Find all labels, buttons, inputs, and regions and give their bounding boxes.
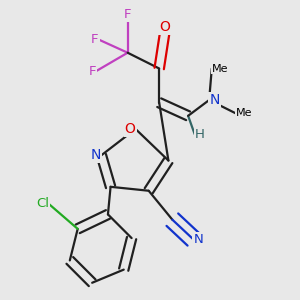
Text: F: F — [124, 8, 131, 21]
Text: F: F — [88, 64, 96, 78]
Text: O: O — [125, 122, 136, 136]
Text: N: N — [194, 233, 203, 246]
Text: N: N — [209, 93, 220, 107]
Text: N: N — [91, 148, 101, 162]
Text: F: F — [91, 33, 99, 46]
Text: Cl: Cl — [36, 197, 49, 210]
Text: Me: Me — [236, 108, 252, 118]
Text: Me: Me — [212, 64, 228, 74]
Text: H: H — [195, 128, 205, 141]
Text: O: O — [159, 20, 170, 34]
